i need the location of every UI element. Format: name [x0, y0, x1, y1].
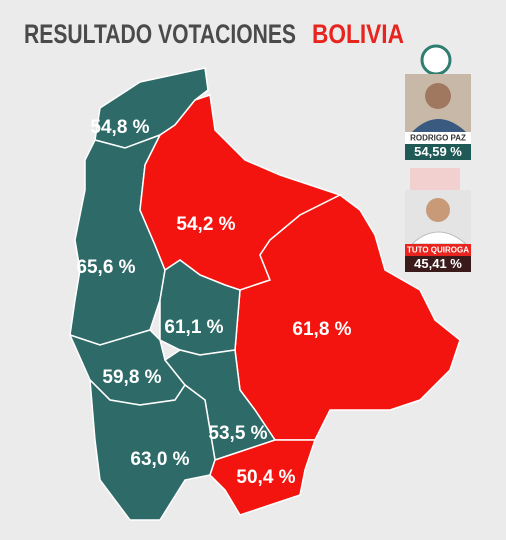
region-label: 54,8 %	[90, 117, 149, 138]
region-label: 50,4 %	[236, 467, 295, 488]
party-logo	[420, 44, 452, 76]
name-band	[405, 132, 471, 144]
photo-body	[412, 119, 466, 132]
percent-band	[405, 256, 471, 272]
region-label: 61,8 %	[292, 319, 351, 340]
region-label: 59,8 %	[102, 367, 161, 388]
percent-band	[405, 144, 471, 160]
region	[209, 439, 317, 516]
map: 54,8 % 65,6 % 54,2 % 61,8 % 61,1 % 59,8 % 53,5…	[68, 67, 461, 521]
photo-face	[425, 83, 451, 109]
candidate-name: TUTO QUIROGA	[407, 246, 469, 255]
candidate-percent: 54,59 %	[414, 144, 462, 159]
region-label: 63,0 %	[130, 449, 189, 470]
candidate-card: TUTO QUIROGA 45,41 %	[405, 168, 471, 272]
photo-face	[426, 198, 450, 222]
photo-body	[410, 231, 468, 245]
region-label: 54,2 %	[176, 214, 235, 235]
name-band	[405, 244, 471, 256]
region-label: 53,5 %	[208, 423, 267, 444]
party-logo	[410, 168, 460, 190]
candidate-percent: 45,41 %	[414, 256, 462, 271]
candidate-card: RODRIGO PAZ 54,59 %	[405, 44, 471, 160]
region	[234, 194, 461, 441]
region-label: 61,1 %	[164, 317, 223, 338]
candidate-name: RODRIGO PAZ	[410, 134, 466, 143]
region-label: 65,6 %	[76, 257, 135, 278]
title-highlight: BOLIVIA	[312, 19, 404, 49]
title: RESULTADO VOTACIONES	[24, 19, 296, 49]
